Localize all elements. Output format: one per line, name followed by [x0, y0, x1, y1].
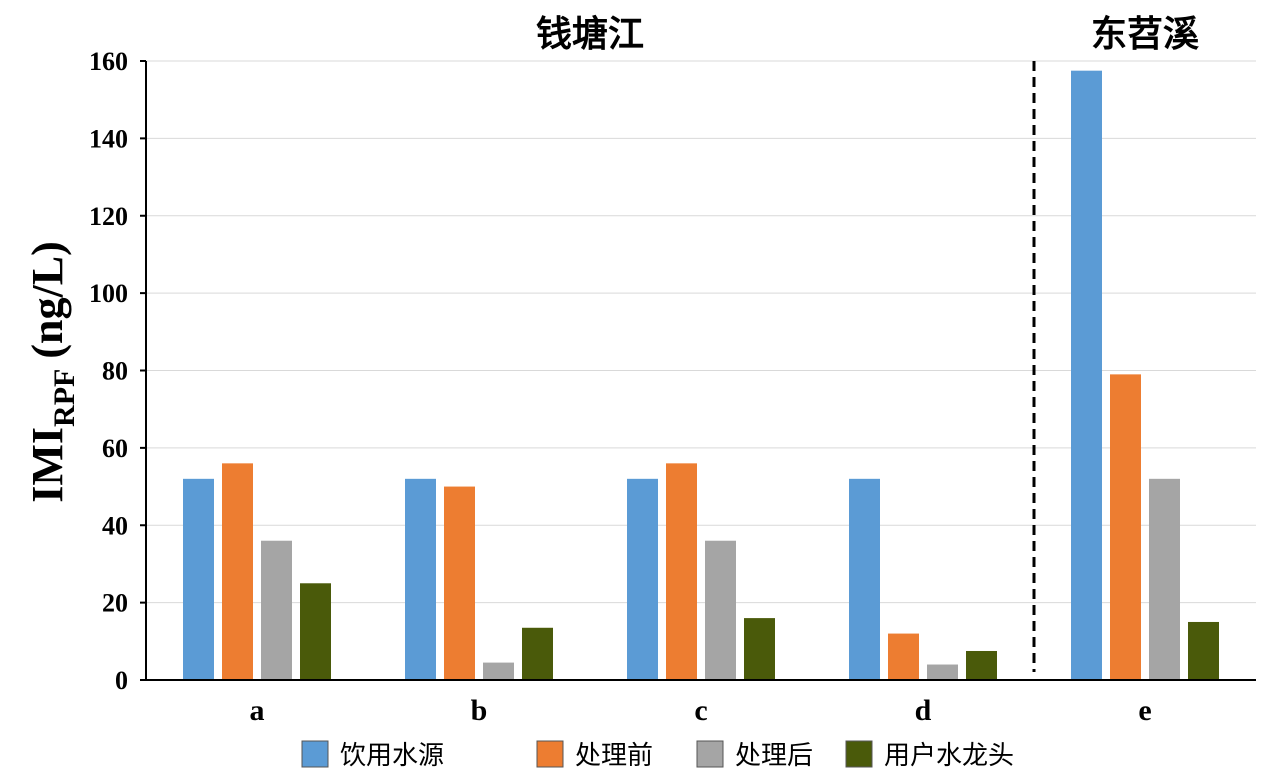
legend-label: 饮用水源	[340, 741, 444, 771]
x-tick-label: e	[1138, 694, 1151, 727]
bar-a-0	[183, 478, 214, 680]
bar-a-3	[300, 583, 331, 680]
region-title-0: 钱塘江	[536, 14, 644, 55]
y-axis-label-subscript: RPF	[48, 369, 81, 427]
legend-label: 用户水龙头	[884, 741, 1014, 771]
y-axis-ticks: 0 20 40 60 80 100 120 140 160	[89, 47, 146, 695]
legend-label: 处理后	[735, 741, 813, 771]
y-axis-label-unit: (ng/L)	[23, 241, 72, 358]
y-axis-label: IMIRPF (ng/L)	[23, 241, 81, 502]
region-titles: 钱塘江 东苕溪	[536, 14, 1199, 55]
y-tick-label: 100	[89, 279, 128, 308]
x-tick-label: a	[250, 694, 265, 727]
bar-c-1	[666, 463, 697, 680]
y-tick-label: 0	[115, 666, 128, 695]
bar-e-2	[1149, 478, 1180, 680]
bar-a-1	[222, 463, 253, 680]
legend-swatch	[536, 740, 564, 768]
y-tick-label: 120	[89, 202, 128, 231]
bar-d-2	[927, 664, 958, 680]
bar-a-2	[261, 540, 292, 680]
bar-c-3	[744, 618, 775, 680]
region-title-1: 东苕溪	[1091, 14, 1199, 55]
legend-label: 处理前	[575, 741, 653, 771]
legend-swatch	[301, 740, 329, 768]
bar-b-2	[483, 662, 514, 680]
legend-swatch	[696, 740, 724, 768]
bar-b-0	[405, 478, 436, 680]
legend-swatch	[845, 740, 873, 768]
bar-e-0	[1071, 70, 1102, 680]
y-tick-label: 140	[89, 124, 128, 153]
x-axis-labels: a b c d e	[250, 694, 1152, 727]
bar-e-1	[1110, 374, 1141, 680]
y-tick-label: 80	[102, 357, 128, 386]
bar-b-1	[444, 486, 475, 680]
y-tick-label: 40	[102, 511, 128, 540]
y-tick-label: 160	[89, 47, 128, 76]
y-tick-label: 60	[102, 434, 128, 463]
bar-b-3	[522, 627, 553, 680]
grid-lines	[146, 60, 1256, 604]
bar-d-0	[849, 478, 880, 680]
bar-d-3	[966, 650, 997, 680]
legend: 饮用水源 处理前 处理后 用户水龙头	[301, 740, 1014, 771]
x-tick-label: d	[915, 694, 932, 727]
y-axis-label-main: IMI	[23, 427, 72, 503]
bar-d-1	[888, 633, 919, 680]
x-tick-label: b	[471, 694, 488, 727]
bar-e-3	[1188, 621, 1219, 680]
bar-c-0	[627, 478, 658, 680]
bar-c-2	[705, 540, 736, 680]
y-tick-label: 20	[102, 589, 128, 618]
bars	[183, 70, 1219, 680]
x-tick-label: c	[694, 694, 707, 727]
